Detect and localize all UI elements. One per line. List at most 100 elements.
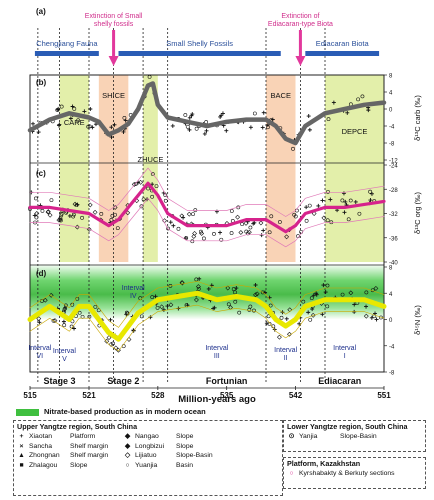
b-point-79	[219, 113, 224, 118]
d-point-12	[363, 313, 369, 319]
b-point-74	[55, 108, 60, 112]
d-point-52	[373, 286, 379, 291]
d-point-46	[231, 287, 236, 291]
d-point-47	[348, 290, 354, 296]
b-ytick-label-3: -4	[389, 125, 395, 131]
b-ytick-label-2: 0	[389, 108, 393, 114]
d-point-141	[63, 303, 68, 308]
panel-c-letter: (c)	[36, 169, 46, 178]
d-point-103	[325, 304, 330, 309]
c-point-47	[74, 203, 79, 207]
c-point-90	[47, 212, 53, 218]
d-point-10	[165, 304, 170, 309]
b-point-17	[185, 124, 190, 129]
b-point-56	[87, 124, 92, 129]
b-point-6	[260, 125, 265, 130]
chart-figure: (a) (b) (c) (d) Chengjiang Fauna Small Shelly…	[23, 7, 422, 400]
d-point-93	[233, 299, 238, 304]
d-point-62	[286, 331, 292, 337]
c-point-64	[316, 203, 321, 208]
b-point-87	[306, 114, 311, 119]
b-point-11	[360, 94, 365, 99]
d-point-117	[194, 297, 199, 303]
d-point-118	[364, 290, 369, 295]
d-point-148	[196, 286, 201, 291]
c-ytick-label-0: -24	[389, 164, 398, 170]
legend-kazakhstan-title: Platform, Kazakhstan	[287, 459, 361, 468]
c-point-85	[133, 182, 138, 187]
c-point-5	[340, 198, 345, 203]
interval-label-2: Interval IV	[122, 285, 145, 300]
legend-marker: +	[19, 433, 24, 440]
b-point-38	[356, 97, 361, 102]
d-point-92	[36, 316, 42, 321]
c-point-18	[321, 215, 327, 221]
c-point-35	[109, 218, 114, 222]
legend-marker: ×	[19, 442, 24, 450]
d-point-42	[253, 292, 258, 298]
c-point-86	[238, 230, 244, 235]
stage-label-1: Stage 2	[107, 376, 139, 386]
d-point-134	[197, 276, 202, 281]
c-point-118	[179, 213, 185, 219]
legend-row: × Sancha Shelf margin ◆ Longbizui Slope	[14, 442, 282, 452]
legend-environment: Slope	[176, 433, 194, 440]
c-point-65	[219, 237, 224, 242]
d-point-15	[297, 321, 302, 326]
c-point-121	[357, 211, 362, 216]
b-point-35	[291, 146, 295, 151]
panel-d-envelope-lower	[29, 304, 385, 352]
zone-label-care: CARE	[64, 118, 85, 127]
panel-c-ylabel: δ¹³C org (‰)	[413, 191, 422, 234]
d-point-22	[42, 297, 48, 303]
panel-d-envelope-upper	[29, 281, 385, 328]
d-point-82	[179, 280, 185, 285]
c-point-45	[307, 203, 312, 208]
event-arrow-1	[295, 30, 306, 66]
c-point-107	[176, 226, 181, 231]
d-point-45	[153, 294, 158, 299]
legend-upper-yangtze-title: Upper Yangtze region, South China	[17, 422, 138, 431]
d-point-57	[310, 312, 316, 318]
interval-label-5: Interval I	[333, 345, 356, 360]
c-point-16	[136, 180, 141, 185]
legend-site-name: Longbizui	[135, 442, 165, 450]
b-point-22	[112, 122, 117, 127]
d-point-108	[248, 304, 253, 309]
b-point-75	[57, 122, 62, 127]
panel-b-ylabel: δ¹³C carb (‰)	[413, 95, 422, 141]
d-point-77	[104, 338, 110, 344]
interval-label-3: Interval III	[205, 345, 228, 360]
c-point-81	[229, 209, 234, 213]
c-point-94	[56, 217, 62, 223]
d-point-89	[253, 282, 258, 287]
d-point-54	[306, 310, 311, 315]
legend-row: ■ Zhalagou Slope ○ Yuanjia Basin	[14, 461, 282, 471]
c-point-44	[353, 199, 358, 204]
d-point-136	[279, 315, 284, 320]
d-point-111	[194, 277, 199, 282]
b-ytick-label-1: 4	[389, 91, 393, 97]
c-point-136	[252, 220, 257, 225]
b-point-88	[220, 111, 225, 116]
panel-b-trend	[27, 81, 387, 146]
b-point-84	[190, 112, 195, 117]
d-ytick-label-3: -4	[389, 344, 395, 350]
c-point-79	[326, 189, 330, 194]
d-point-8	[266, 314, 271, 319]
b-point-81	[70, 104, 75, 109]
panel-b-letter: (b)	[36, 78, 47, 87]
d-point-86	[309, 296, 314, 301]
legend-marker: ◇	[124, 452, 131, 459]
d-point-2	[276, 334, 282, 340]
d-point-127	[159, 304, 165, 310]
d-point-32	[52, 318, 58, 323]
stage-label-0: Stage 3	[43, 376, 75, 386]
c-point-14	[92, 209, 98, 215]
zone-label-shice: SHICE	[102, 91, 125, 100]
d-point-50	[374, 317, 379, 322]
c-point-25	[49, 198, 54, 202]
c-point-22	[199, 231, 205, 236]
legend-row: ⊙ Yanjia Slope-Basin	[284, 432, 425, 442]
c-point-77	[368, 189, 373, 194]
